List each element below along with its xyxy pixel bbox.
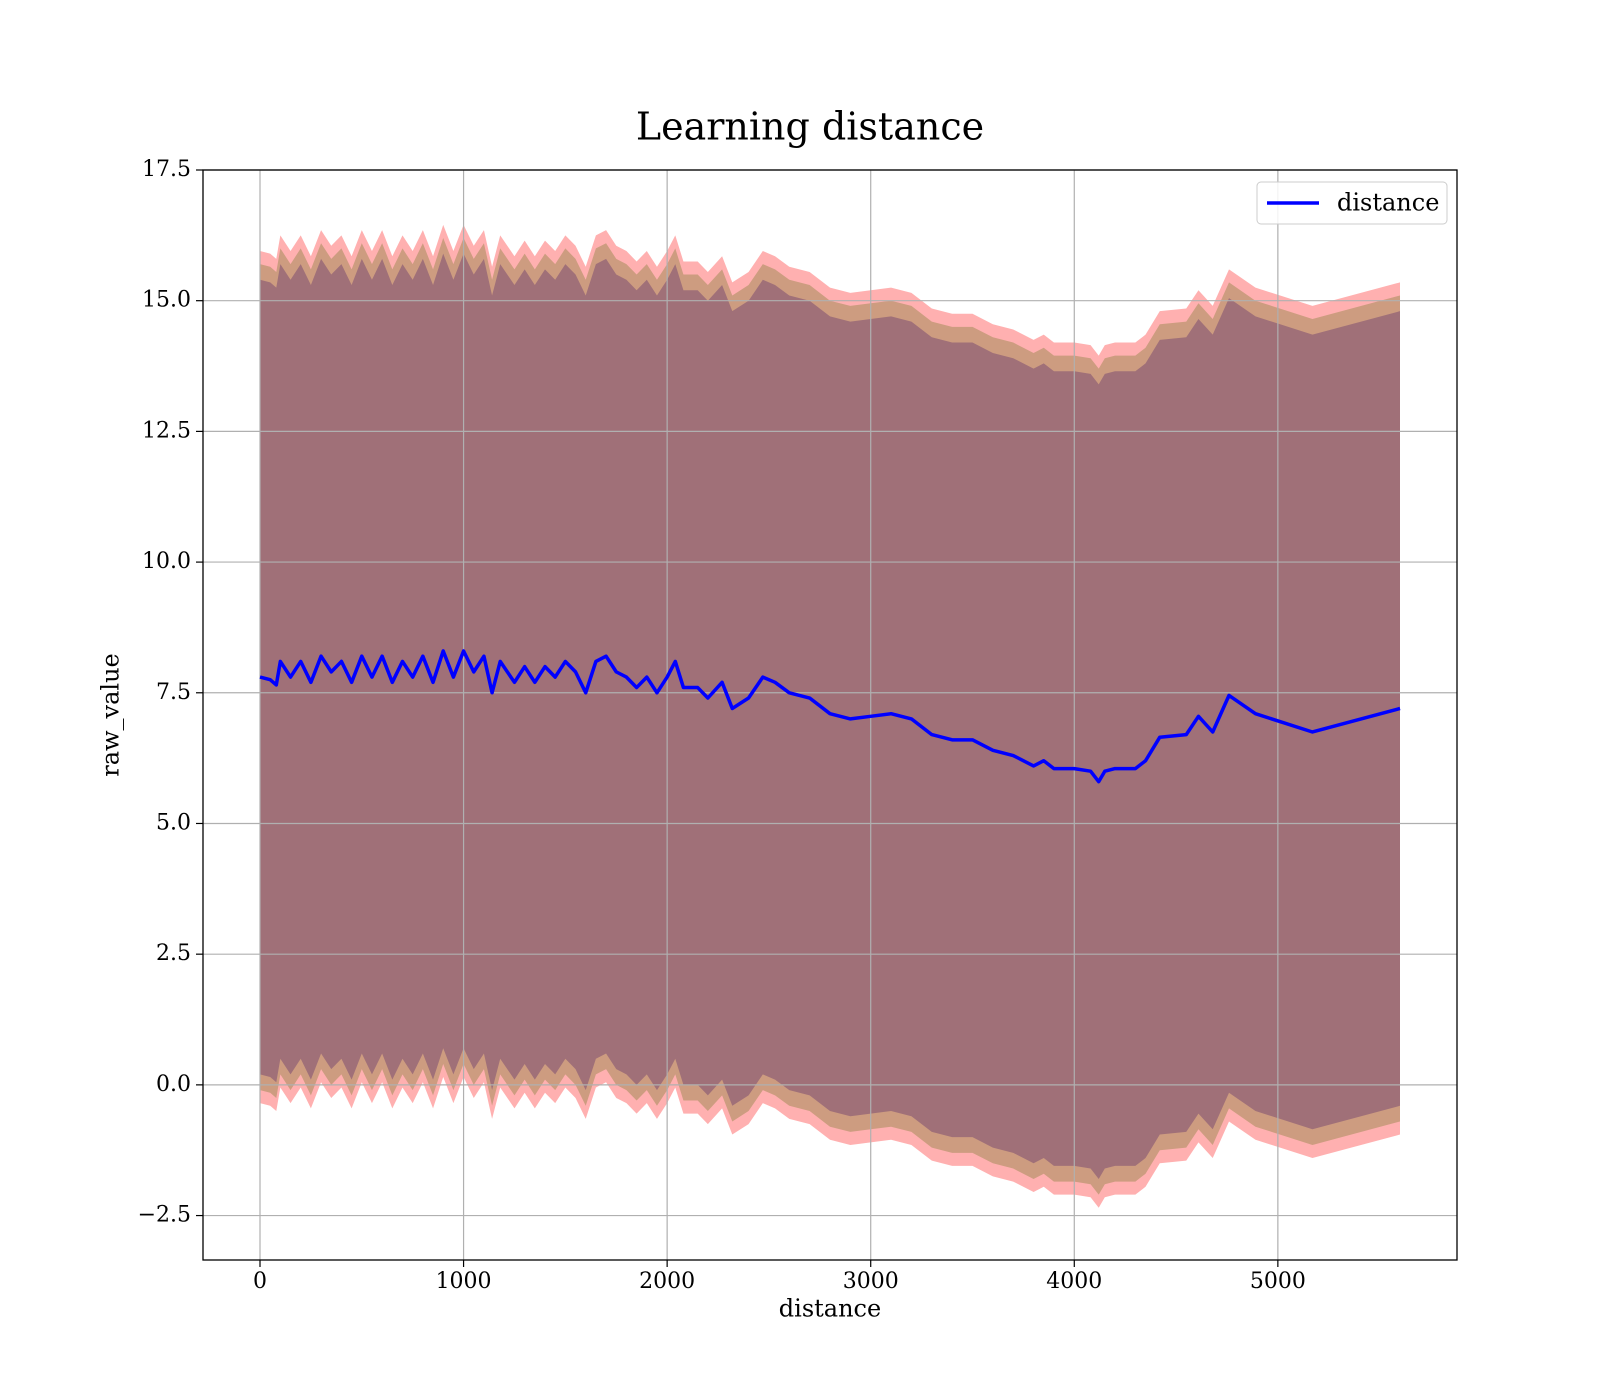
chart-title: Learning distance [636,105,984,149]
y-tick-label: 2.5 [156,941,191,966]
y-tick-label: 5.0 [156,810,191,835]
plot-frame [202,169,1458,1261]
y-tick-label: 10.0 [142,549,191,574]
x-tick-label: 4000 [1046,1269,1102,1294]
y-tick-label: 15.0 [142,288,191,313]
y-tick-label: −2.5 [138,1203,191,1228]
legend-box [1256,181,1448,225]
y-tick-label: 17.5 [142,157,191,182]
legend-label: distance [1337,189,1439,217]
x-tick-label: 5000 [1250,1269,1306,1294]
x-tick-label: 3000 [843,1269,899,1294]
y-tick-label: 0.0 [156,1072,191,1097]
y-tick-label: 12.5 [142,418,191,443]
x-axis-label: distance [779,1295,881,1323]
x-tick-label: 1000 [436,1269,492,1294]
y-axis-label: raw_value [97,653,125,777]
x-tick-label: 2000 [639,1269,695,1294]
band [260,253,1400,1179]
data-line [259,649,1401,784]
y-tick-label: 7.5 [156,680,191,705]
x-tick-label: 0 [253,1269,267,1294]
